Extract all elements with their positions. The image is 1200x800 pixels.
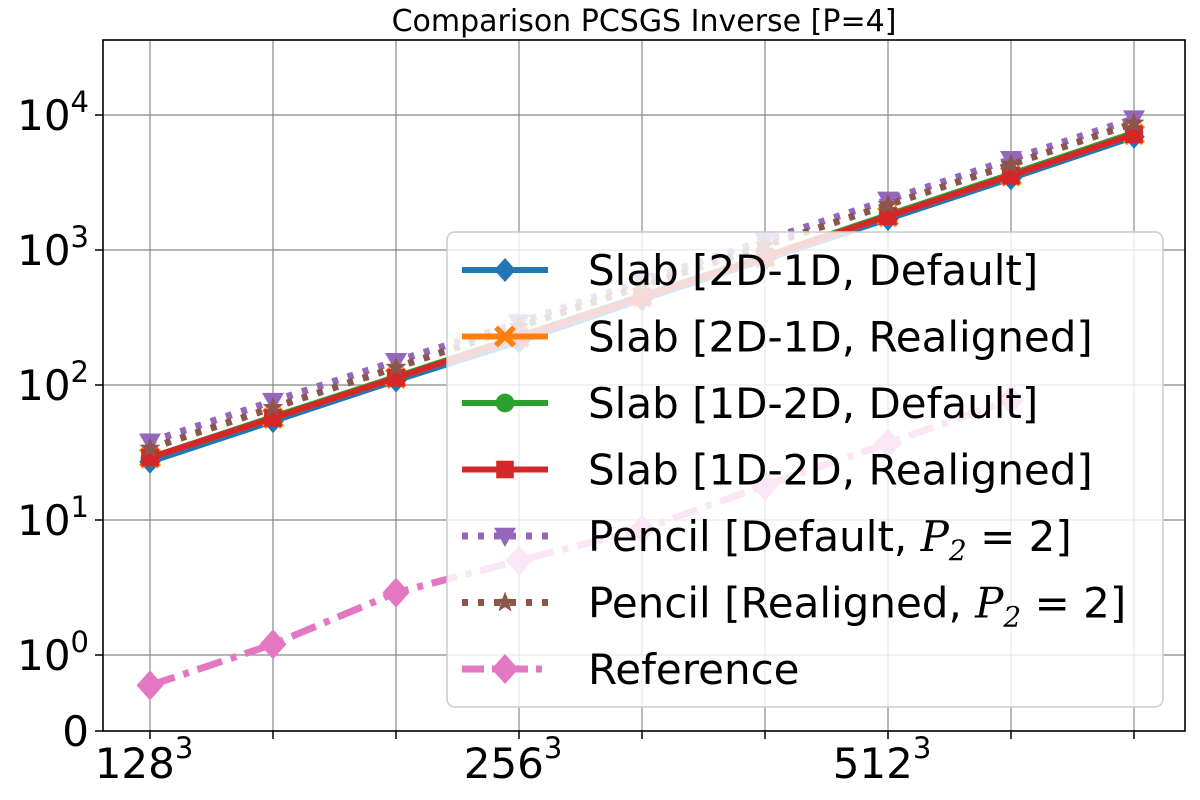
data-point [262,396,284,417]
x-tick-label: 2563 [464,731,563,788]
data-point [382,577,410,608]
data-point [385,356,407,377]
legend-marker [495,393,515,413]
data-point [139,437,161,458]
x-tick-label: 1283 [95,731,194,788]
legend-item: Pencil [Realigned, P2 = 2] [462,579,1126,634]
legend-label: Reference [588,645,800,694]
legend-box [446,231,1164,708]
data-point [1123,112,1145,133]
legend-item: Slab [1D-2D, Realigned] [462,446,1093,495]
legend-label: Pencil [Realigned, P2 = 2] [588,579,1126,634]
legend-item: Slab [2D-1D, Realigned] [462,313,1093,362]
legend-label: Slab [2D-1D, Realigned] [588,313,1093,362]
legend-item: Slab [1D-2D, Default] [462,379,1038,428]
legend-label: Slab [1D-2D, Realigned] [588,446,1093,495]
legend-item: Pencil [Default, P2 = 2] [462,512,1072,567]
data-point [259,629,287,660]
legend-marker [494,258,516,282]
legend-item: Slab [2D-1D, Default] [462,246,1038,295]
y-tick-label: 104 [17,85,89,140]
legend-marker [494,527,516,547]
x-tick-label: 5123 [833,731,932,788]
data-point [136,670,164,701]
legend-item: Reference [462,645,800,694]
legend-marker [491,654,519,684]
axis-ticks: 0 100 101 102 103 104 1283 2563 5123 [17,85,1135,788]
legend-marker [496,460,514,479]
y-tick-label: 102 [17,355,89,410]
legend: Slab [2D-1D, Default] Slab [2D-1D, Realig… [446,231,1164,708]
data-point [1000,153,1022,174]
legend-label: Slab [2D-1D, Default] [588,246,1038,295]
legend-marker [494,591,516,612]
data-point [877,193,899,214]
legend-label: Pencil [Default, P2 = 2] [588,512,1072,567]
legend-label: Slab [1D-2D, Default] [588,379,1038,428]
y-tick-label: 101 [17,490,89,545]
y-tick-label: 103 [17,220,89,275]
y-tick-label: 0 [62,707,89,756]
legend-marker [494,325,516,348]
chart-title: Comparison PCSGS Inverse [P=4] [392,4,897,39]
y-tick-label: 100 [17,625,89,680]
